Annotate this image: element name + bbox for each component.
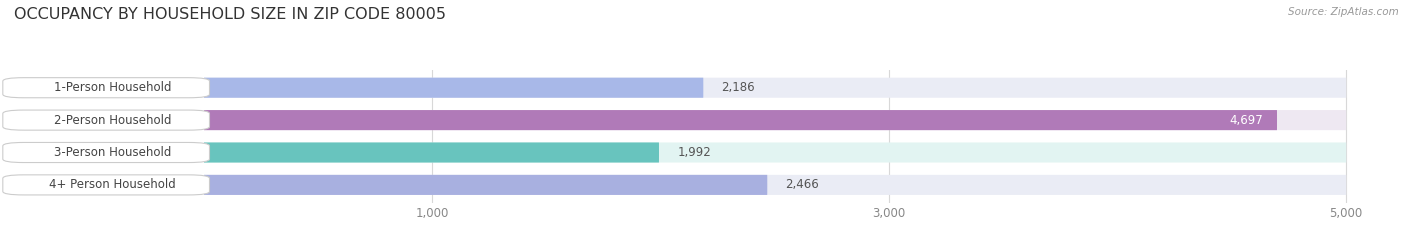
- Text: 4+ Person Household: 4+ Person Household: [49, 178, 176, 191]
- FancyBboxPatch shape: [204, 175, 1347, 195]
- FancyBboxPatch shape: [204, 142, 659, 163]
- FancyBboxPatch shape: [204, 142, 1347, 163]
- Text: 2,186: 2,186: [721, 81, 755, 94]
- FancyBboxPatch shape: [204, 110, 1347, 130]
- Text: 4,697: 4,697: [1230, 114, 1264, 127]
- Text: 1-Person Household: 1-Person Household: [53, 81, 172, 94]
- FancyBboxPatch shape: [204, 175, 768, 195]
- FancyBboxPatch shape: [204, 78, 1347, 98]
- FancyBboxPatch shape: [204, 78, 703, 98]
- Text: 3-Person Household: 3-Person Household: [53, 146, 172, 159]
- FancyBboxPatch shape: [204, 110, 1277, 130]
- Text: 2,466: 2,466: [786, 178, 820, 191]
- Text: 1,992: 1,992: [678, 146, 711, 159]
- Text: OCCUPANCY BY HOUSEHOLD SIZE IN ZIP CODE 80005: OCCUPANCY BY HOUSEHOLD SIZE IN ZIP CODE …: [14, 7, 446, 22]
- Text: 2-Person Household: 2-Person Household: [53, 114, 172, 127]
- Text: Source: ZipAtlas.com: Source: ZipAtlas.com: [1288, 7, 1399, 17]
